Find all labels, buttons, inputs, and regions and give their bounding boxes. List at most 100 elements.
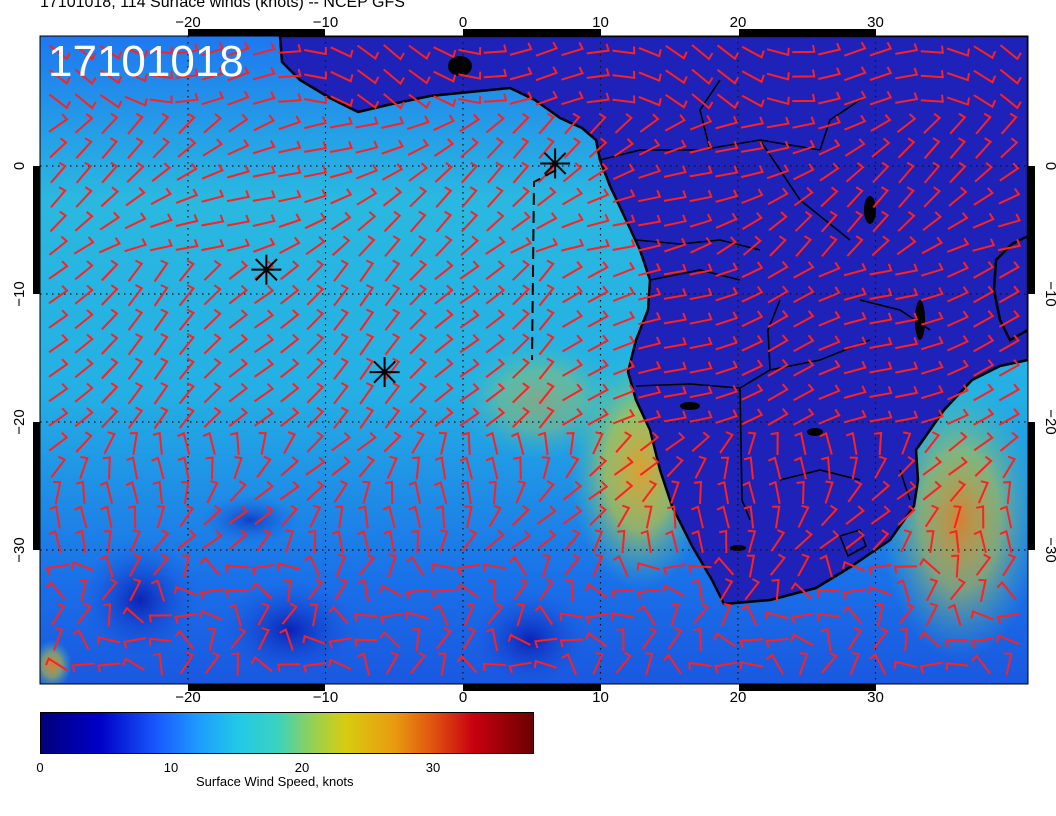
wind-barb	[278, 213, 302, 228]
wind-barb	[379, 630, 401, 649]
wind-barb	[485, 284, 506, 305]
wind-barb	[972, 212, 995, 229]
wind-barb	[693, 480, 703, 505]
wind-barb	[818, 67, 842, 80]
wind-barb	[333, 406, 349, 429]
wind-barb	[48, 334, 69, 354]
lon-bottom-label: 30	[867, 689, 884, 706]
wind-barb	[384, 406, 401, 429]
wind-barb	[486, 186, 504, 208]
wind-barb	[691, 93, 714, 110]
wind-barb	[690, 237, 713, 254]
wind-barb	[948, 186, 968, 207]
wind-barb	[715, 335, 739, 351]
wind-barb	[359, 259, 375, 283]
wind-barb	[818, 115, 842, 130]
wind-barb	[895, 43, 919, 55]
colorbar	[40, 712, 534, 754]
wind-barb	[485, 431, 499, 455]
wind-barb	[897, 455, 916, 478]
wind-barb	[228, 407, 249, 427]
wind-barb	[821, 651, 838, 674]
wind-barb	[636, 588, 661, 600]
wind-barb	[716, 44, 740, 61]
wind-barb	[226, 238, 251, 252]
wind-barb	[664, 114, 686, 132]
wind-barb	[177, 456, 190, 480]
wind-barb	[768, 211, 788, 232]
wind-barb	[741, 188, 764, 204]
wind-barb	[872, 210, 890, 233]
wind-barb	[741, 384, 764, 401]
wind-barb	[945, 639, 969, 648]
wind-barb	[819, 162, 840, 182]
wind-barb	[149, 95, 173, 104]
wind-barb	[149, 238, 173, 252]
wind-barb	[584, 631, 608, 648]
wind-barb	[689, 361, 713, 374]
lat-left-label: −30	[11, 537, 28, 562]
wind-barb	[49, 505, 61, 529]
wind-barb	[434, 382, 454, 403]
wind-barb	[99, 211, 121, 231]
wind-barb	[384, 333, 401, 356]
wind-barb	[538, 406, 555, 429]
wind-barb	[384, 235, 401, 258]
wind-barb	[358, 505, 369, 529]
wind-barb	[99, 44, 123, 60]
wind-barb	[612, 214, 636, 227]
wind-barb	[973, 261, 995, 279]
wind-barb	[895, 263, 919, 276]
wind-barb	[721, 602, 732, 627]
wind-barb	[559, 638, 584, 648]
wind-barb	[924, 504, 940, 528]
wind-barb	[150, 187, 173, 205]
wind-barb	[639, 431, 660, 452]
colorbar-tick: 0	[36, 760, 44, 775]
wind-barb	[381, 139, 404, 155]
wind-barb	[767, 285, 789, 304]
wind-barb	[122, 657, 146, 672]
wind-barb	[153, 553, 170, 576]
wind-barb	[456, 654, 478, 674]
wind-barb	[715, 311, 739, 326]
wind-barb	[199, 609, 223, 621]
land-madagascar	[992, 234, 1028, 342]
wind-barb	[638, 311, 662, 326]
wind-barb	[638, 71, 662, 82]
wind-barb	[335, 505, 344, 529]
wind-barb	[150, 579, 166, 602]
wind-barb	[845, 529, 865, 550]
wind-barb	[843, 262, 867, 277]
wind-barb	[379, 612, 404, 625]
wind-barb	[870, 113, 892, 132]
wind-barb	[770, 529, 786, 552]
wind-barb	[715, 212, 738, 229]
wind-barb	[795, 235, 813, 257]
lon-bottom-label: 20	[730, 689, 747, 706]
wind-barb	[895, 67, 919, 80]
wind-barb	[998, 261, 1021, 279]
wind-barb	[769, 553, 787, 576]
wind-barb	[869, 90, 893, 106]
wind-barb	[486, 211, 505, 232]
wind-barb	[51, 602, 66, 626]
wind-barb	[306, 284, 325, 306]
wind-barb	[846, 210, 864, 233]
wind-barb	[97, 636, 121, 645]
wind-barb	[842, 560, 866, 572]
wind-barb	[666, 455, 684, 478]
wind-barb	[459, 285, 480, 305]
wind-barb	[869, 410, 893, 423]
wind-barb	[612, 261, 636, 278]
wind-barb	[408, 480, 422, 505]
wind-barb	[638, 138, 661, 156]
wind-barb	[254, 480, 274, 501]
wind-barb	[694, 455, 707, 479]
wind-barb	[617, 504, 631, 528]
wind-barb	[611, 612, 635, 621]
wind-barb	[953, 505, 962, 529]
wind-barb	[359, 308, 375, 332]
wind-barb	[487, 602, 504, 625]
wind-barb	[587, 408, 609, 426]
